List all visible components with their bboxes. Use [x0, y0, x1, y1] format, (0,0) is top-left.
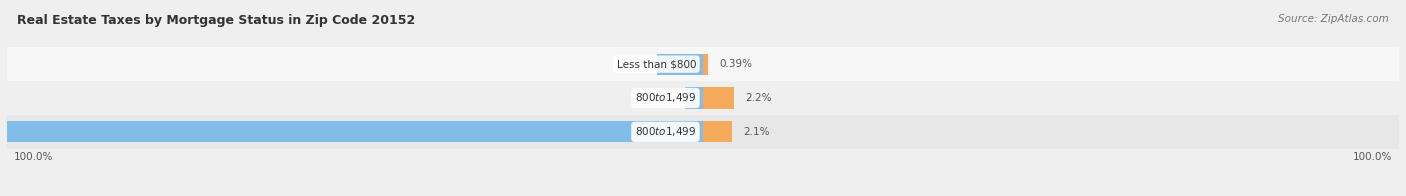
- Text: 100.0%: 100.0%: [1353, 152, 1392, 162]
- Text: Source: ZipAtlas.com: Source: ZipAtlas.com: [1278, 14, 1389, 24]
- Bar: [7, 115, 1399, 149]
- Bar: [703, 87, 734, 109]
- Bar: [7, 47, 1399, 81]
- Bar: [0, 121, 703, 142]
- Text: $800 to $1,499: $800 to $1,499: [636, 125, 696, 138]
- Text: $800 to $1,499: $800 to $1,499: [636, 92, 696, 104]
- Text: 100.0%: 100.0%: [14, 152, 53, 162]
- Text: 2.1%: 2.1%: [744, 127, 770, 137]
- Text: Real Estate Taxes by Mortgage Status in Zip Code 20152: Real Estate Taxes by Mortgage Status in …: [17, 14, 415, 27]
- Text: 0.39%: 0.39%: [720, 59, 752, 69]
- Bar: [685, 87, 703, 109]
- Text: 3.3%: 3.3%: [620, 59, 645, 69]
- Text: 1.3%: 1.3%: [647, 93, 673, 103]
- Text: Less than $800: Less than $800: [617, 59, 696, 69]
- Bar: [703, 121, 733, 142]
- Text: 2.2%: 2.2%: [745, 93, 772, 103]
- Bar: [703, 54, 709, 75]
- Bar: [7, 81, 1399, 115]
- Bar: [657, 54, 703, 75]
